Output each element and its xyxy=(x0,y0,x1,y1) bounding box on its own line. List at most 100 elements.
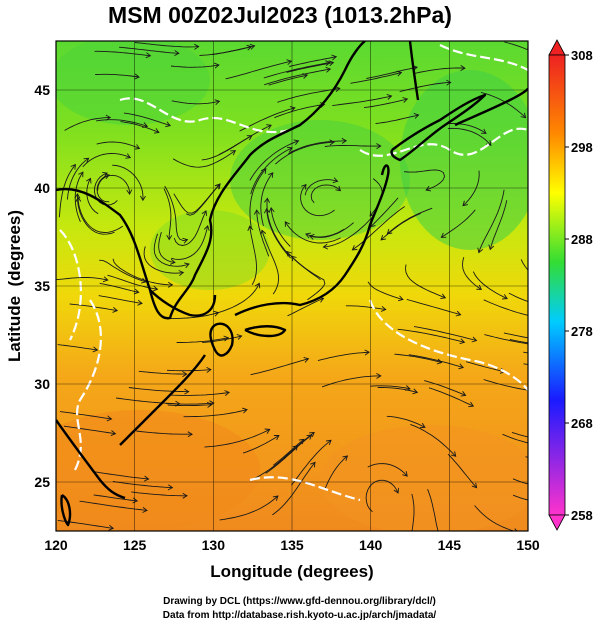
streamline-arrow xyxy=(273,435,280,441)
streamline xyxy=(63,425,116,435)
streamline-arrow xyxy=(544,55,549,60)
streamline xyxy=(264,68,331,86)
streamline-arrow xyxy=(264,428,271,434)
colorbar-tick-label: 258 xyxy=(571,508,593,523)
streamline xyxy=(309,222,354,238)
streamline-arrow xyxy=(242,407,248,414)
streamline-arrow xyxy=(364,349,370,356)
streamline-arrow xyxy=(376,373,382,379)
streamline-arrow xyxy=(290,255,297,262)
streamline xyxy=(427,489,439,531)
coast-korea xyxy=(149,289,217,317)
streamline-arrow xyxy=(83,157,90,164)
streamline xyxy=(153,233,190,267)
warm-region xyxy=(320,425,528,531)
streamline xyxy=(56,277,108,281)
streamline xyxy=(74,171,84,222)
streamline xyxy=(171,100,220,105)
warm-region xyxy=(56,410,260,530)
streamline xyxy=(120,121,160,133)
streamline xyxy=(364,98,408,109)
streamline xyxy=(474,505,516,531)
colorbar: 308 298 288 278 268 258 xyxy=(548,39,593,531)
streamline xyxy=(397,328,465,343)
streamline xyxy=(260,172,274,226)
streamline-arrow xyxy=(284,221,290,227)
coast-sakhalin xyxy=(408,41,420,101)
streamline xyxy=(250,358,309,376)
streamline xyxy=(190,41,203,42)
coast-china-south xyxy=(56,419,126,500)
streamline xyxy=(77,197,124,233)
x-tick-label: 145 xyxy=(438,537,462,553)
streamline-arrow xyxy=(246,44,253,51)
streamline-arrow xyxy=(106,415,113,422)
streamline xyxy=(173,210,207,246)
streamline-arrow xyxy=(249,43,256,50)
streamline xyxy=(93,471,149,480)
streamline-arrow xyxy=(308,233,315,240)
streamline-arrow xyxy=(142,122,149,128)
streamline-arrow xyxy=(402,471,408,477)
streamline-arrow xyxy=(462,200,468,207)
streamline xyxy=(256,210,270,257)
streamline-arrow xyxy=(142,507,148,513)
streamline xyxy=(96,119,148,127)
streamline-arrow xyxy=(413,112,420,119)
streamline xyxy=(441,209,476,238)
streamline-arrow xyxy=(78,171,84,178)
streamline-arrow xyxy=(293,139,300,145)
streamline xyxy=(387,207,433,235)
streamline-arrow xyxy=(292,445,299,451)
x-tick-label: 140 xyxy=(359,537,383,553)
streamline-arrow xyxy=(140,195,146,202)
streamline xyxy=(116,397,180,405)
colorbar-tick-label: 298 xyxy=(571,140,593,155)
streamline xyxy=(134,42,199,48)
streamline xyxy=(86,178,99,215)
streamline xyxy=(289,56,337,67)
streamline xyxy=(352,206,405,251)
streamline-arrow xyxy=(165,121,172,128)
cool-region xyxy=(56,41,210,125)
streamline-arrow xyxy=(201,210,208,216)
streamline xyxy=(465,361,505,373)
streamline-arrow xyxy=(133,288,140,295)
streamline-arrow xyxy=(450,451,457,457)
streamline xyxy=(270,207,291,247)
streamline xyxy=(275,141,335,165)
streamline xyxy=(93,494,138,502)
streamline xyxy=(512,478,528,485)
streamline xyxy=(261,230,280,295)
credit-drawing: Drawing by DCL (https://www.gfd-dennou.o… xyxy=(163,596,436,607)
streamline xyxy=(345,305,386,310)
streamline-arrow xyxy=(386,93,393,100)
streamline-arrow xyxy=(476,284,483,290)
streamline-arrow xyxy=(187,431,193,438)
streamline-arrow xyxy=(182,492,188,499)
streamline-arrow xyxy=(143,475,150,482)
streamline xyxy=(59,411,112,420)
streamline-arrow xyxy=(583,354,587,359)
streamline xyxy=(483,299,528,316)
colorbar-bar xyxy=(548,54,566,516)
streamline-arrow xyxy=(393,487,399,494)
streamline-arrow xyxy=(182,237,189,244)
colorbar-tick-label: 268 xyxy=(571,416,593,431)
streamline-arrow xyxy=(458,363,465,370)
streamline xyxy=(511,431,528,438)
streamline-arrow xyxy=(134,144,141,150)
streamline xyxy=(483,379,528,391)
streamline-arrow xyxy=(137,299,143,306)
streamline xyxy=(304,179,338,196)
streamline xyxy=(403,169,446,191)
y-tick-label: 40 xyxy=(34,180,50,196)
streamline xyxy=(138,370,187,375)
streamline xyxy=(143,246,184,274)
streamline-arrow xyxy=(419,422,426,429)
streamline xyxy=(413,67,465,75)
streamline xyxy=(411,493,415,531)
streamline xyxy=(82,153,131,168)
streamline-arrow xyxy=(214,183,220,190)
streamline-arrow xyxy=(542,389,547,394)
